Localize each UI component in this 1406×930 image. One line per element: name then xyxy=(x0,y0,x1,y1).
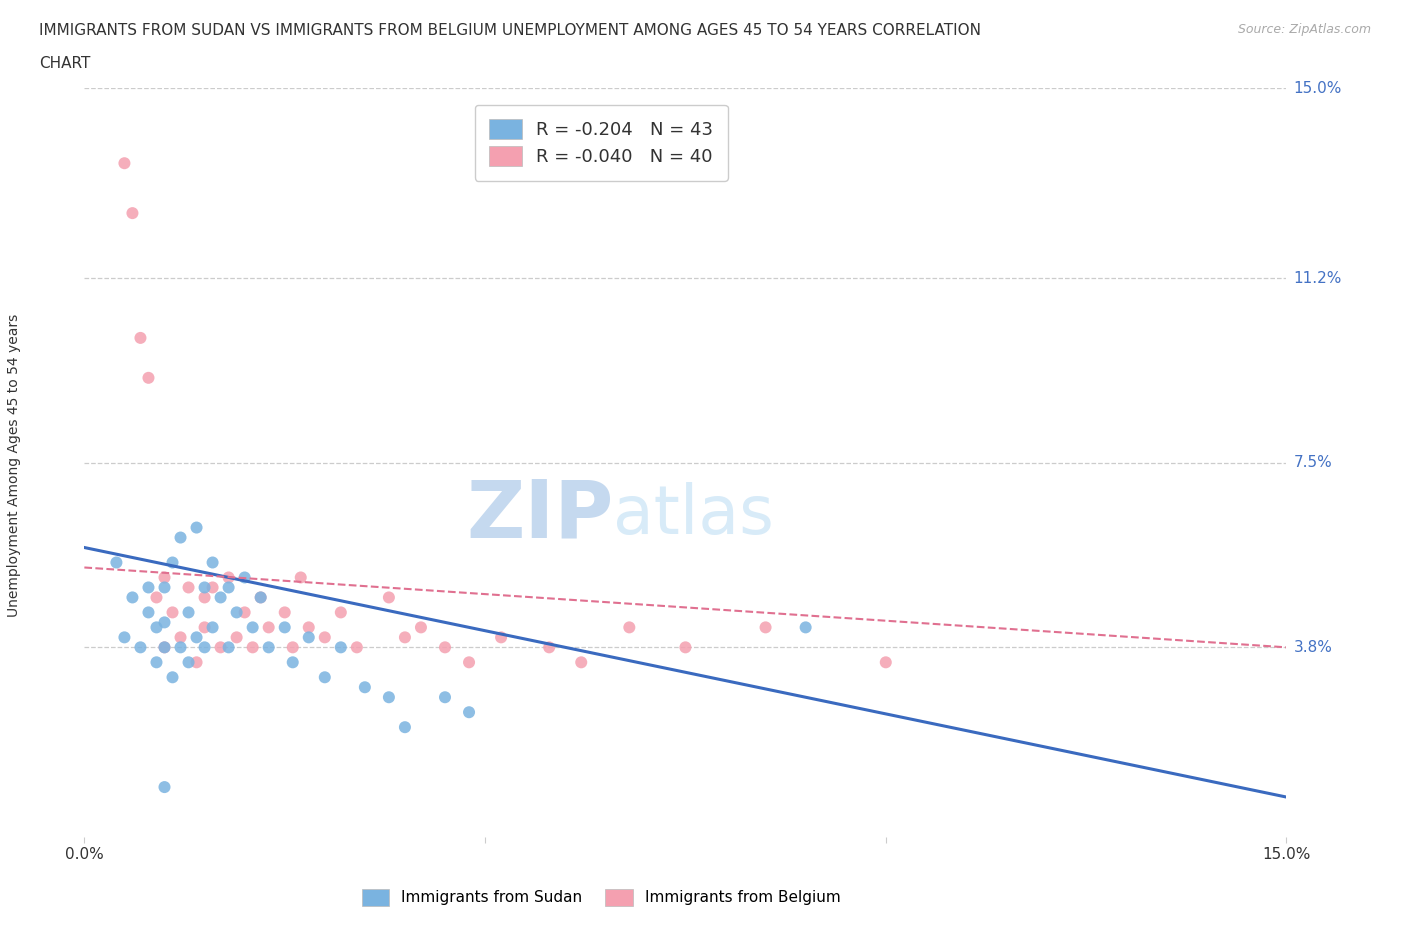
Point xyxy=(434,640,457,655)
Point xyxy=(177,580,200,595)
Point xyxy=(177,655,200,670)
Point xyxy=(242,620,264,635)
Point xyxy=(378,690,401,705)
Legend: Immigrants from Sudan, Immigrants from Belgium: Immigrants from Sudan, Immigrants from B… xyxy=(356,883,846,911)
Point xyxy=(378,590,401,604)
Point xyxy=(105,555,128,570)
Point xyxy=(233,570,256,585)
Point xyxy=(186,520,208,535)
Point xyxy=(274,605,297,620)
Point xyxy=(290,570,312,585)
Point xyxy=(209,590,232,604)
Point xyxy=(114,630,135,644)
Point xyxy=(186,630,208,644)
Point xyxy=(298,620,321,635)
Point xyxy=(675,640,697,655)
Point xyxy=(162,605,184,620)
Point xyxy=(138,370,160,385)
Point xyxy=(162,670,184,684)
Point xyxy=(153,779,176,794)
Point xyxy=(201,580,224,595)
Point xyxy=(314,630,336,644)
Point xyxy=(794,620,817,635)
Point xyxy=(194,640,217,655)
Text: atlas: atlas xyxy=(613,482,775,548)
Point xyxy=(257,640,280,655)
Point xyxy=(153,640,176,655)
Point xyxy=(194,620,217,635)
Point xyxy=(138,580,160,595)
Point xyxy=(153,615,176,630)
Point xyxy=(153,640,176,655)
Point xyxy=(138,605,160,620)
Point xyxy=(434,690,457,705)
Point xyxy=(153,580,176,595)
Point xyxy=(169,640,191,655)
Point xyxy=(489,630,512,644)
Text: Unemployment Among Ages 45 to 54 years: Unemployment Among Ages 45 to 54 years xyxy=(7,313,21,617)
Text: CHART: CHART xyxy=(39,56,91,71)
Point xyxy=(314,670,336,684)
Point xyxy=(186,655,208,670)
Point xyxy=(281,655,304,670)
Point xyxy=(218,640,240,655)
Point xyxy=(394,630,416,644)
Text: ZIP: ZIP xyxy=(465,476,613,554)
Point xyxy=(346,640,368,655)
Point xyxy=(177,605,200,620)
Point xyxy=(354,680,377,695)
Text: 3.8%: 3.8% xyxy=(1294,640,1333,655)
Point xyxy=(129,330,152,345)
Point xyxy=(298,630,321,644)
Point xyxy=(394,720,416,735)
Point xyxy=(225,630,247,644)
Point xyxy=(249,590,271,604)
Point xyxy=(257,620,280,635)
Point xyxy=(194,580,217,595)
Point xyxy=(218,570,240,585)
Point xyxy=(281,640,304,655)
Point xyxy=(201,620,224,635)
Point xyxy=(129,640,152,655)
Point xyxy=(569,655,592,670)
Point xyxy=(209,640,232,655)
Point xyxy=(242,640,264,655)
Point xyxy=(169,630,191,644)
Point xyxy=(538,640,561,655)
Text: Source: ZipAtlas.com: Source: ZipAtlas.com xyxy=(1237,23,1371,36)
Point xyxy=(458,705,481,720)
Point xyxy=(145,620,167,635)
Point xyxy=(329,640,352,655)
Point xyxy=(162,555,184,570)
Point xyxy=(145,590,167,604)
Text: 11.2%: 11.2% xyxy=(1294,271,1341,286)
Point xyxy=(409,620,432,635)
Point xyxy=(755,620,778,635)
Point xyxy=(121,206,143,220)
Point xyxy=(225,605,247,620)
Point xyxy=(153,570,176,585)
Point xyxy=(145,655,167,670)
Point xyxy=(201,555,224,570)
Text: IMMIGRANTS FROM SUDAN VS IMMIGRANTS FROM BELGIUM UNEMPLOYMENT AMONG AGES 45 TO 5: IMMIGRANTS FROM SUDAN VS IMMIGRANTS FROM… xyxy=(39,23,981,38)
Point xyxy=(274,620,297,635)
Text: 15.0%: 15.0% xyxy=(1294,81,1341,96)
Point xyxy=(233,605,256,620)
Point xyxy=(329,605,352,620)
Point xyxy=(249,590,271,604)
Point xyxy=(114,155,135,171)
Point xyxy=(458,655,481,670)
Point xyxy=(218,580,240,595)
Point xyxy=(619,620,641,635)
Point xyxy=(169,530,191,545)
Point xyxy=(121,590,143,604)
Text: 7.5%: 7.5% xyxy=(1294,455,1333,471)
Point xyxy=(875,655,897,670)
Point xyxy=(194,590,217,604)
